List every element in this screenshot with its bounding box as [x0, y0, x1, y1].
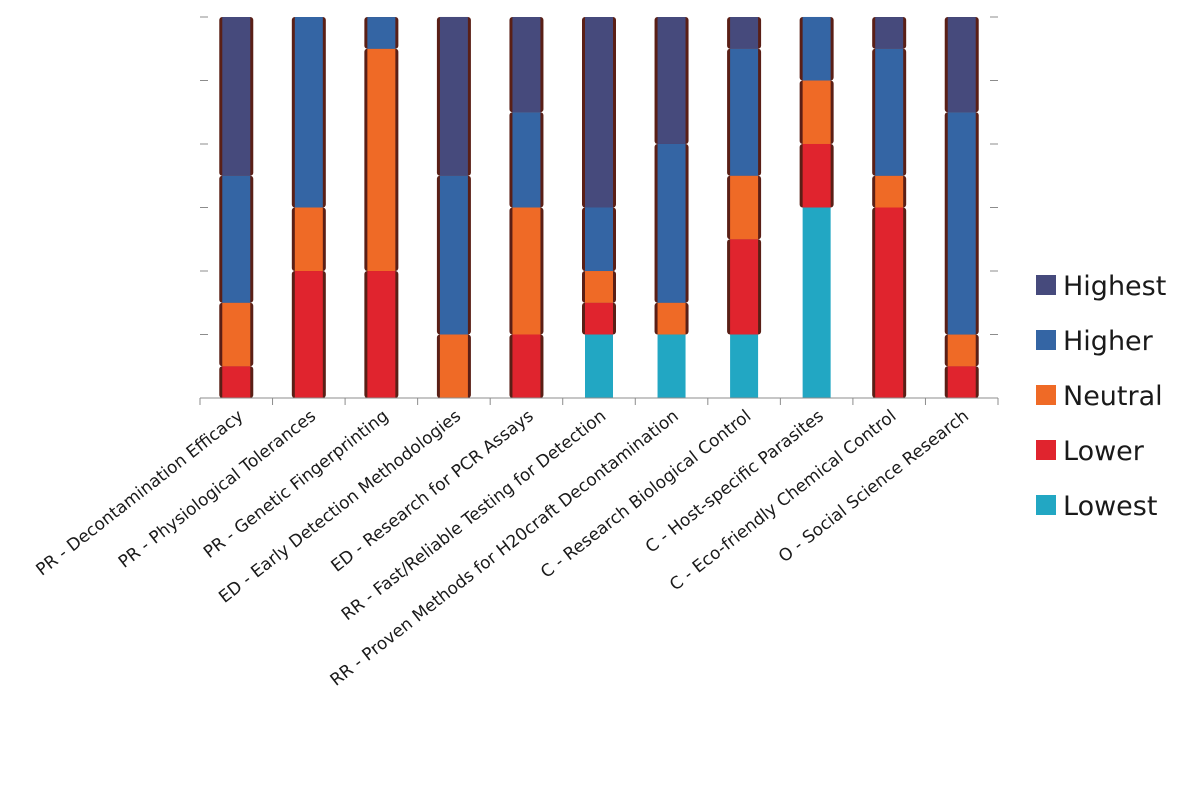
bar-segment-higher-7: [657, 143, 686, 303]
bar-segment-neutral-8: [730, 175, 759, 240]
bar-segment-neutral-7: [657, 302, 686, 335]
bar-segment-higher-2: [294, 17, 323, 208]
legend-entry-lower: Lower: [1036, 436, 1145, 467]
bar-segment-lower-10: [875, 207, 904, 398]
bar-segment-lower-11: [947, 366, 976, 398]
legend-entry-lowest: Lowest: [1036, 491, 1157, 522]
bar-segment-lower-9: [802, 143, 831, 208]
legend-swatch: [1036, 440, 1056, 460]
legend-swatch: [1036, 275, 1056, 295]
bar-segment-higher-6: [585, 207, 613, 272]
bar-segment-lower-5: [512, 334, 541, 398]
bar-segment-higher-11: [947, 112, 976, 335]
bar-segment-lowest-6: [585, 334, 613, 398]
bar-segment-neutral-10: [875, 175, 904, 208]
legend-label: Highest: [1063, 271, 1166, 302]
bar-stack-c-eco-friendly-chemical-control: [872, 17, 907, 398]
bar-segment-highest-4: [439, 16, 468, 176]
bar-segment-neutral-6: [585, 271, 613, 303]
bar-stack-ed-early-detection-methodologies: [436, 16, 471, 398]
bar-segment-higher-4: [439, 175, 468, 335]
legend-swatch: [1036, 385, 1056, 405]
bar-segment-highest-6: [585, 17, 613, 208]
legend-entry-neutral: Neutral: [1036, 381, 1163, 412]
bar-segment-lowest-7: [657, 334, 686, 398]
x-tick-label: RR - Proven Methods for H20craft Deconta…: [327, 406, 683, 690]
bar-segment-higher-3: [367, 17, 396, 49]
legend-entry-higher: Higher: [1036, 326, 1154, 357]
bar-segment-higher-1: [222, 175, 251, 303]
bar-segment-neutral-5: [512, 207, 541, 335]
bar-stack-c-host-specific-parasites: [799, 16, 834, 398]
bar-segment-highest-5: [512, 17, 541, 113]
x-tick-label: RR - Fast/Reliable Testing for Detection: [338, 406, 610, 625]
bar-segment-lowest-9: [802, 207, 831, 398]
legend: Highest Higher Neutral Lower Lowest: [1036, 271, 1166, 522]
bar-segment-lower-8: [730, 239, 759, 335]
bar-segment-lower-2: [294, 271, 323, 398]
bar-stack-ed-research-for-pcr-assays: [509, 17, 544, 398]
legend-label: Lower: [1063, 436, 1145, 467]
bar-segment-highest-11: [947, 17, 976, 113]
bar-segment-lower-3: [367, 271, 396, 398]
bar-segment-neutral-9: [802, 80, 831, 144]
bar-segment-lower-6: [585, 302, 613, 335]
bar-stack-rr-proven-methods-for-h20craft-decontamination: [654, 17, 689, 398]
bar-stack-pr-physiological-tolerances: [291, 17, 326, 398]
bar-segment-highest-8: [730, 17, 759, 49]
bar-segment-lowest-8: [730, 334, 759, 398]
bar-segment-higher-5: [512, 112, 541, 208]
bar-stack-pr-decontamination-efficacy: [219, 17, 254, 398]
legend-label: Lowest: [1063, 491, 1157, 522]
legend-label: Neutral: [1063, 381, 1163, 412]
bar-stack-rr-fast-reliable-testing-for-detection: [582, 17, 616, 398]
bars-layer: [219, 16, 979, 398]
bar-segment-neutral-4: [439, 334, 468, 398]
bar-stack-pr-genetic-fingerprinting: [364, 17, 399, 398]
legend-entry-highest: Highest: [1036, 271, 1166, 302]
bar-segment-higher-8: [730, 48, 759, 176]
bar-segment-neutral-1: [222, 302, 251, 367]
bar-segment-higher-9: [802, 16, 831, 81]
bar-segment-highest-1: [222, 17, 251, 176]
bar-segment-lower-1: [222, 366, 251, 398]
axes-layer: [199, 16, 999, 405]
legend-swatch: [1036, 495, 1056, 515]
legend-swatch: [1036, 330, 1056, 350]
bar-stack-c-research-biological-control: [727, 17, 762, 398]
bar-segment-neutral-3: [367, 48, 396, 272]
bar-segment-highest-7: [657, 17, 686, 144]
bar-segment-higher-10: [875, 48, 904, 176]
bar-stack-o-social-science-research: [944, 17, 979, 398]
legend-label: Higher: [1063, 326, 1154, 357]
bar-segment-neutral-2: [294, 207, 323, 272]
bar-segment-highest-10: [875, 17, 904, 49]
bar-segment-neutral-11: [947, 334, 976, 367]
